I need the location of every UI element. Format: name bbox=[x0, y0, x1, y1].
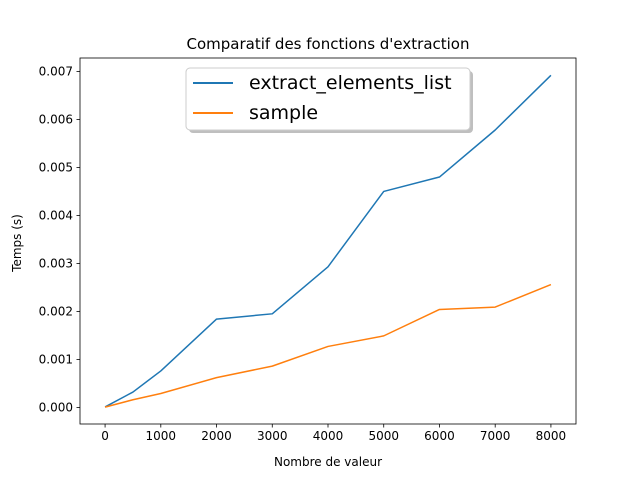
y-tick-label: 0.003 bbox=[39, 256, 73, 270]
y-tick-label: 0.000 bbox=[39, 400, 73, 414]
y-tick-label: 0.001 bbox=[39, 352, 73, 366]
x-axis-label: Nombre de valeur bbox=[274, 455, 382, 469]
legend-box bbox=[185, 67, 471, 131]
y-tick-label: 0.006 bbox=[39, 112, 73, 126]
x-tick-label: 2000 bbox=[201, 429, 232, 443]
x-tick-label: 8000 bbox=[536, 429, 567, 443]
y-axis-label: Temps (s) bbox=[10, 214, 24, 273]
x-tick-label: 0 bbox=[101, 429, 109, 443]
plot-area: 0 1000 2000 3000 4000 5000 6000 7000 8000 0.000 0.… bbox=[39, 57, 577, 443]
x-tick-label: 1000 bbox=[146, 429, 177, 443]
x-tick-label: 3000 bbox=[257, 429, 288, 443]
x-tick-label: 5000 bbox=[368, 429, 399, 443]
y-tick-label: 0.002 bbox=[39, 304, 73, 318]
legend-label-0: extract_elements_list bbox=[249, 72, 452, 94]
series-line-0 bbox=[104, 74, 552, 408]
series-line-1 bbox=[104, 283, 552, 408]
y-tick-label: 0.005 bbox=[39, 160, 73, 174]
x-tick-label: 4000 bbox=[313, 429, 344, 443]
x-tick-label: 6000 bbox=[424, 429, 455, 443]
y-tick-label: 0.004 bbox=[39, 208, 73, 222]
y-tick-label: 0.007 bbox=[39, 64, 73, 78]
chart-title: Comparatif des fonctions d'extraction bbox=[186, 35, 469, 53]
legend-label-1: sample bbox=[249, 102, 318, 124]
x-tick-label: 7000 bbox=[480, 429, 511, 443]
